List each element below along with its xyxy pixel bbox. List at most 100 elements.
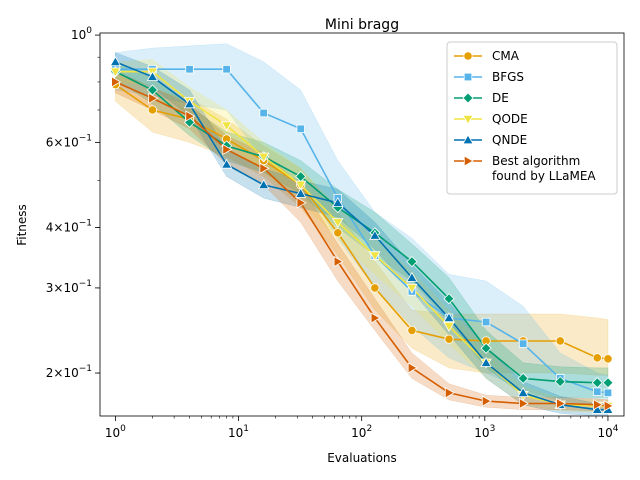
series-5-point: [185, 110, 196, 122]
series-0-point: [147, 105, 158, 115]
legend-item-4-label-line: QNDE: [492, 133, 527, 147]
legend-item-0-label-line: CMA: [492, 49, 520, 63]
legend-item-3-marker: [462, 114, 474, 125]
series-2-point: [591, 377, 603, 389]
y-tick-label: 6×10−1: [46, 133, 92, 149]
series-5-point: [333, 255, 344, 268]
legend-box: [446, 41, 618, 195]
series-4-point: [443, 312, 455, 323]
series-0-point: [407, 325, 417, 336]
x-tick-label: 100: [105, 424, 126, 440]
series-4-point: [332, 196, 344, 207]
y-tick-label-exponent: −1: [79, 218, 92, 228]
x-tick-label-exponent: 2: [366, 424, 372, 434]
series-2-band: [115, 63, 609, 398]
y-tick-label-base: 10: [63, 220, 78, 234]
legend-item-2-label-line: DE: [492, 91, 509, 105]
series-2-point: [443, 293, 455, 305]
series-0-point: [333, 228, 343, 238]
series-0-point: [370, 283, 380, 293]
x-tick-label-base: 10: [228, 426, 243, 440]
x-axis-title: Evaluations: [327, 451, 397, 465]
series-0-point: [592, 353, 602, 363]
y-tick-label-mantissa: 3×: [46, 281, 64, 295]
series-0-point: [444, 334, 454, 344]
series-4-point: [369, 229, 381, 240]
series-5-point: [603, 400, 614, 412]
y-tick-label: 100: [71, 26, 92, 42]
series-0-point: [603, 354, 613, 364]
legend-item-4-marker: [462, 134, 474, 145]
x-tick-label-exponent: 0: [120, 424, 126, 434]
legend-item-5-label: Best algorithm found by LLaMEA: [492, 154, 596, 183]
x-tick-label: 104: [597, 424, 618, 440]
series-5-point: [370, 312, 381, 324]
y-tick-label: 4×10−1: [46, 218, 92, 234]
x-tick-label-base: 10: [105, 426, 120, 440]
series-4-point: [295, 187, 307, 198]
y-tick-label-exponent: −1: [79, 364, 92, 374]
x-tick-label: 103: [474, 424, 495, 440]
legend-item-1-label: BFGS: [492, 70, 524, 84]
legend-item-3-label-line: QODE: [492, 112, 528, 126]
series-5-point: [111, 76, 122, 88]
series-3-point: [406, 283, 418, 294]
series-2-point: [406, 256, 418, 268]
series-0-point: [555, 336, 565, 346]
x-tick-label-exponent: 4: [613, 424, 619, 434]
x-tick-label: 101: [228, 424, 249, 440]
x-tick-label-exponent: 3: [490, 424, 496, 434]
legend-item-5-marker: [463, 155, 474, 167]
series-4-point: [109, 56, 122, 67]
y-tick-label-exponent: −1: [79, 133, 92, 143]
y-tick-label: 2×10−1: [46, 364, 92, 380]
x-tick-label-base: 10: [597, 426, 612, 440]
legend-item-0-label: CMA: [492, 49, 520, 63]
legend-item-1-label-line: BFGS: [492, 70, 524, 84]
y-tick-label: 3×10−1: [46, 279, 92, 295]
legend-item-1-marker: [463, 72, 473, 82]
series-5-point: [556, 397, 567, 410]
series-1-point: [222, 65, 231, 74]
series-5-point: [519, 397, 529, 410]
x-tick-label-base: 10: [474, 426, 489, 440]
series-3-point: [258, 152, 270, 163]
legend-item-4-label: QNDE: [492, 133, 527, 147]
legend-item-2-label: DE: [492, 91, 509, 105]
series-3-point: [332, 218, 344, 229]
y-tick-label-base: 10: [63, 366, 78, 380]
series-3-point: [109, 67, 122, 78]
series-5-point: [148, 92, 159, 104]
series-1-point: [593, 387, 602, 396]
y-tick-label-base: 10: [63, 135, 78, 149]
series-5-point: [296, 197, 307, 209]
series-2-point: [517, 372, 529, 384]
legend-item-3-label: QODE: [492, 112, 528, 126]
series-5-point: [407, 362, 418, 374]
series-2-point: [602, 377, 614, 389]
y-axis-title: Fitness: [15, 204, 29, 246]
series-1-point: [603, 388, 613, 398]
series-1-point: [185, 65, 194, 74]
x-tick-label-exponent: 1: [243, 424, 249, 434]
series-3-point: [295, 180, 307, 191]
series-1-point: [518, 339, 528, 348]
series-2-point: [480, 342, 492, 354]
legend-item-0-marker: [463, 51, 473, 61]
y-tick-label-mantissa: 6×: [46, 135, 64, 149]
y-tick-label-base: 10: [63, 281, 78, 295]
series-4-point: [406, 271, 418, 282]
series-5-point: [481, 395, 492, 407]
series-4-point: [517, 386, 529, 398]
legend-item-5-label-line: found by LLaMEA: [492, 169, 596, 183]
series-1-point: [481, 317, 491, 327]
legend: CMA BFGS DE QODE QNDE Best algorithm found by …: [446, 41, 618, 195]
legend-item-2-marker: [462, 92, 474, 104]
series-5-point: [259, 162, 270, 175]
series-4-point: [258, 179, 270, 190]
series-1-point: [259, 108, 268, 118]
series-4-point: [220, 158, 233, 169]
chart-title: Mini bragg: [325, 17, 399, 33]
